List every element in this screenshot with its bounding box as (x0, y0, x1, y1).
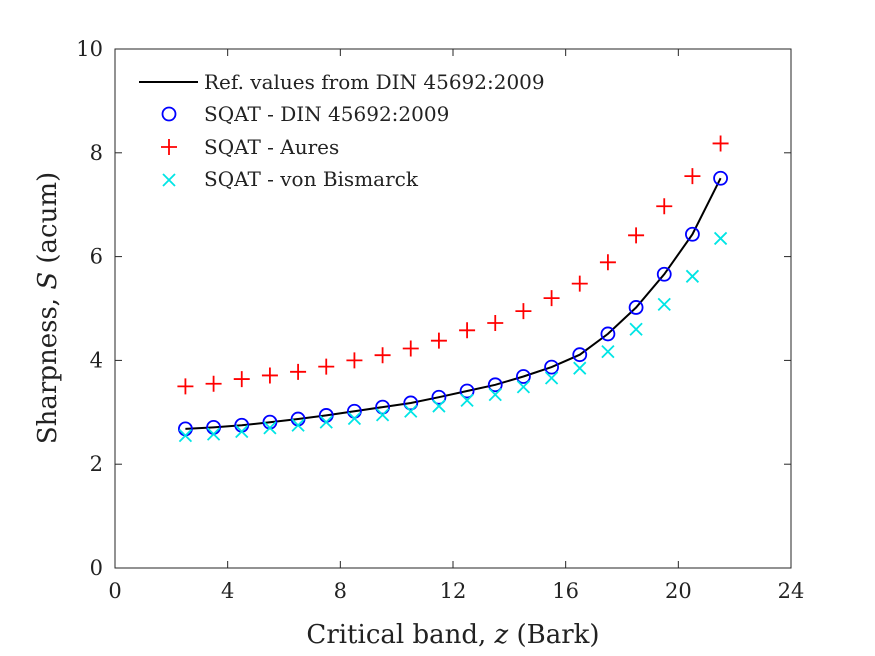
data-point-plus (543, 290, 560, 307)
legend-cross-swatch (162, 173, 176, 187)
data-point-plus (684, 168, 701, 185)
legend: Ref. values from DIN 45692:2009 SQAT - D… (123, 58, 595, 202)
data-point-plus (177, 378, 194, 395)
data-point-circle (431, 389, 447, 405)
data-point-cross (432, 399, 446, 413)
data-point-plus (374, 347, 391, 364)
legend-entry-din: SQAT - DIN 45692:2009 (161, 102, 449, 126)
data-point-cross (206, 427, 221, 441)
data-point-circle (544, 359, 559, 375)
legend-circle-swatch (161, 106, 177, 122)
series-layer (177, 135, 729, 443)
data-point-cross (601, 344, 615, 359)
data-point-plus (205, 375, 222, 392)
data-point-plus (599, 254, 616, 271)
data-point-circle (459, 383, 475, 399)
data-point-plus (402, 340, 419, 357)
data-point-plus (318, 358, 335, 375)
data-point-cross (291, 418, 305, 432)
data-point-plus (712, 135, 729, 152)
data-point-circle (516, 369, 531, 384)
data-point-cross (516, 380, 531, 394)
data-point-cross (404, 404, 418, 418)
y-tick-label: 2 (90, 452, 103, 476)
x-tick-label: 0 (108, 579, 121, 603)
data-point-cross (235, 424, 249, 439)
data-point-cross (713, 231, 728, 246)
data-point-circle (685, 226, 700, 242)
series-2 (177, 135, 729, 395)
axis-ticks (114, 48, 792, 569)
series-3 (178, 231, 728, 443)
data-point-cross (347, 411, 362, 426)
y-axis-label: Sharpness, S (acum) (33, 172, 63, 444)
y-tick-label: 0 (90, 556, 103, 580)
data-point-cross (263, 421, 277, 435)
data-point-plus (290, 363, 307, 380)
y-tick-label: 10 (76, 37, 103, 61)
legend-plus-swatch (161, 139, 177, 155)
data-point-cross (629, 322, 643, 336)
data-point-plus (515, 303, 532, 320)
data-point-plus (233, 371, 250, 388)
y-tick-label: 6 (90, 245, 103, 269)
data-point-circle (572, 347, 588, 363)
data-point-circle (600, 326, 616, 342)
legend-label-ref-line: Ref. values from DIN 45692:2009 (204, 70, 545, 94)
data-point-cross (375, 408, 390, 422)
legend-label-aures: SQAT - Aures (204, 135, 339, 159)
data-point-circle (487, 377, 503, 393)
data-point-cross (178, 429, 193, 443)
x-tick-label: 20 (665, 579, 692, 603)
data-point-cross (488, 388, 502, 402)
x-tick-label: 12 (440, 579, 467, 603)
data-point-plus (656, 198, 673, 215)
x-tick-label: 4 (221, 579, 234, 603)
x-tick-label: 8 (334, 579, 347, 603)
data-point-cross (544, 371, 559, 385)
x-tick-label: 24 (778, 579, 805, 603)
x-tick-label: 16 (552, 579, 579, 603)
data-point-plus (430, 332, 447, 349)
legend-label-din: SQAT - DIN 45692:2009 (204, 102, 449, 126)
legend-label-bismarck: SQAT - von Bismarck (204, 167, 419, 191)
data-point-plus (346, 352, 363, 369)
y-tick-label: 4 (90, 348, 103, 372)
data-point-plus (628, 227, 645, 244)
data-point-cross (319, 415, 333, 429)
data-point-cross (573, 361, 587, 375)
data-point-cross (460, 393, 474, 407)
data-point-cross (657, 297, 671, 311)
data-point-plus (261, 367, 278, 384)
data-point-cross (685, 269, 700, 283)
data-point-circle (403, 395, 419, 411)
legend-entry-bismarck: SQAT - von Bismarck (162, 167, 419, 191)
legend-entry-ref-line: Ref. values from DIN 45692:2009 (139, 70, 545, 94)
y-tick-label: 8 (90, 141, 103, 165)
data-point-circle (375, 399, 390, 415)
data-point-plus (487, 315, 504, 332)
legend-entry-aures: SQAT - Aures (161, 135, 339, 159)
data-point-circle (713, 170, 728, 186)
series-1 (178, 170, 728, 437)
data-point-plus (571, 275, 588, 292)
x-axis-label: Critical band, z (Bark) (306, 620, 599, 650)
data-point-plus (459, 322, 476, 339)
legend-box (123, 58, 595, 202)
data-point-circle (656, 266, 672, 282)
data-point-circle (628, 300, 644, 315)
